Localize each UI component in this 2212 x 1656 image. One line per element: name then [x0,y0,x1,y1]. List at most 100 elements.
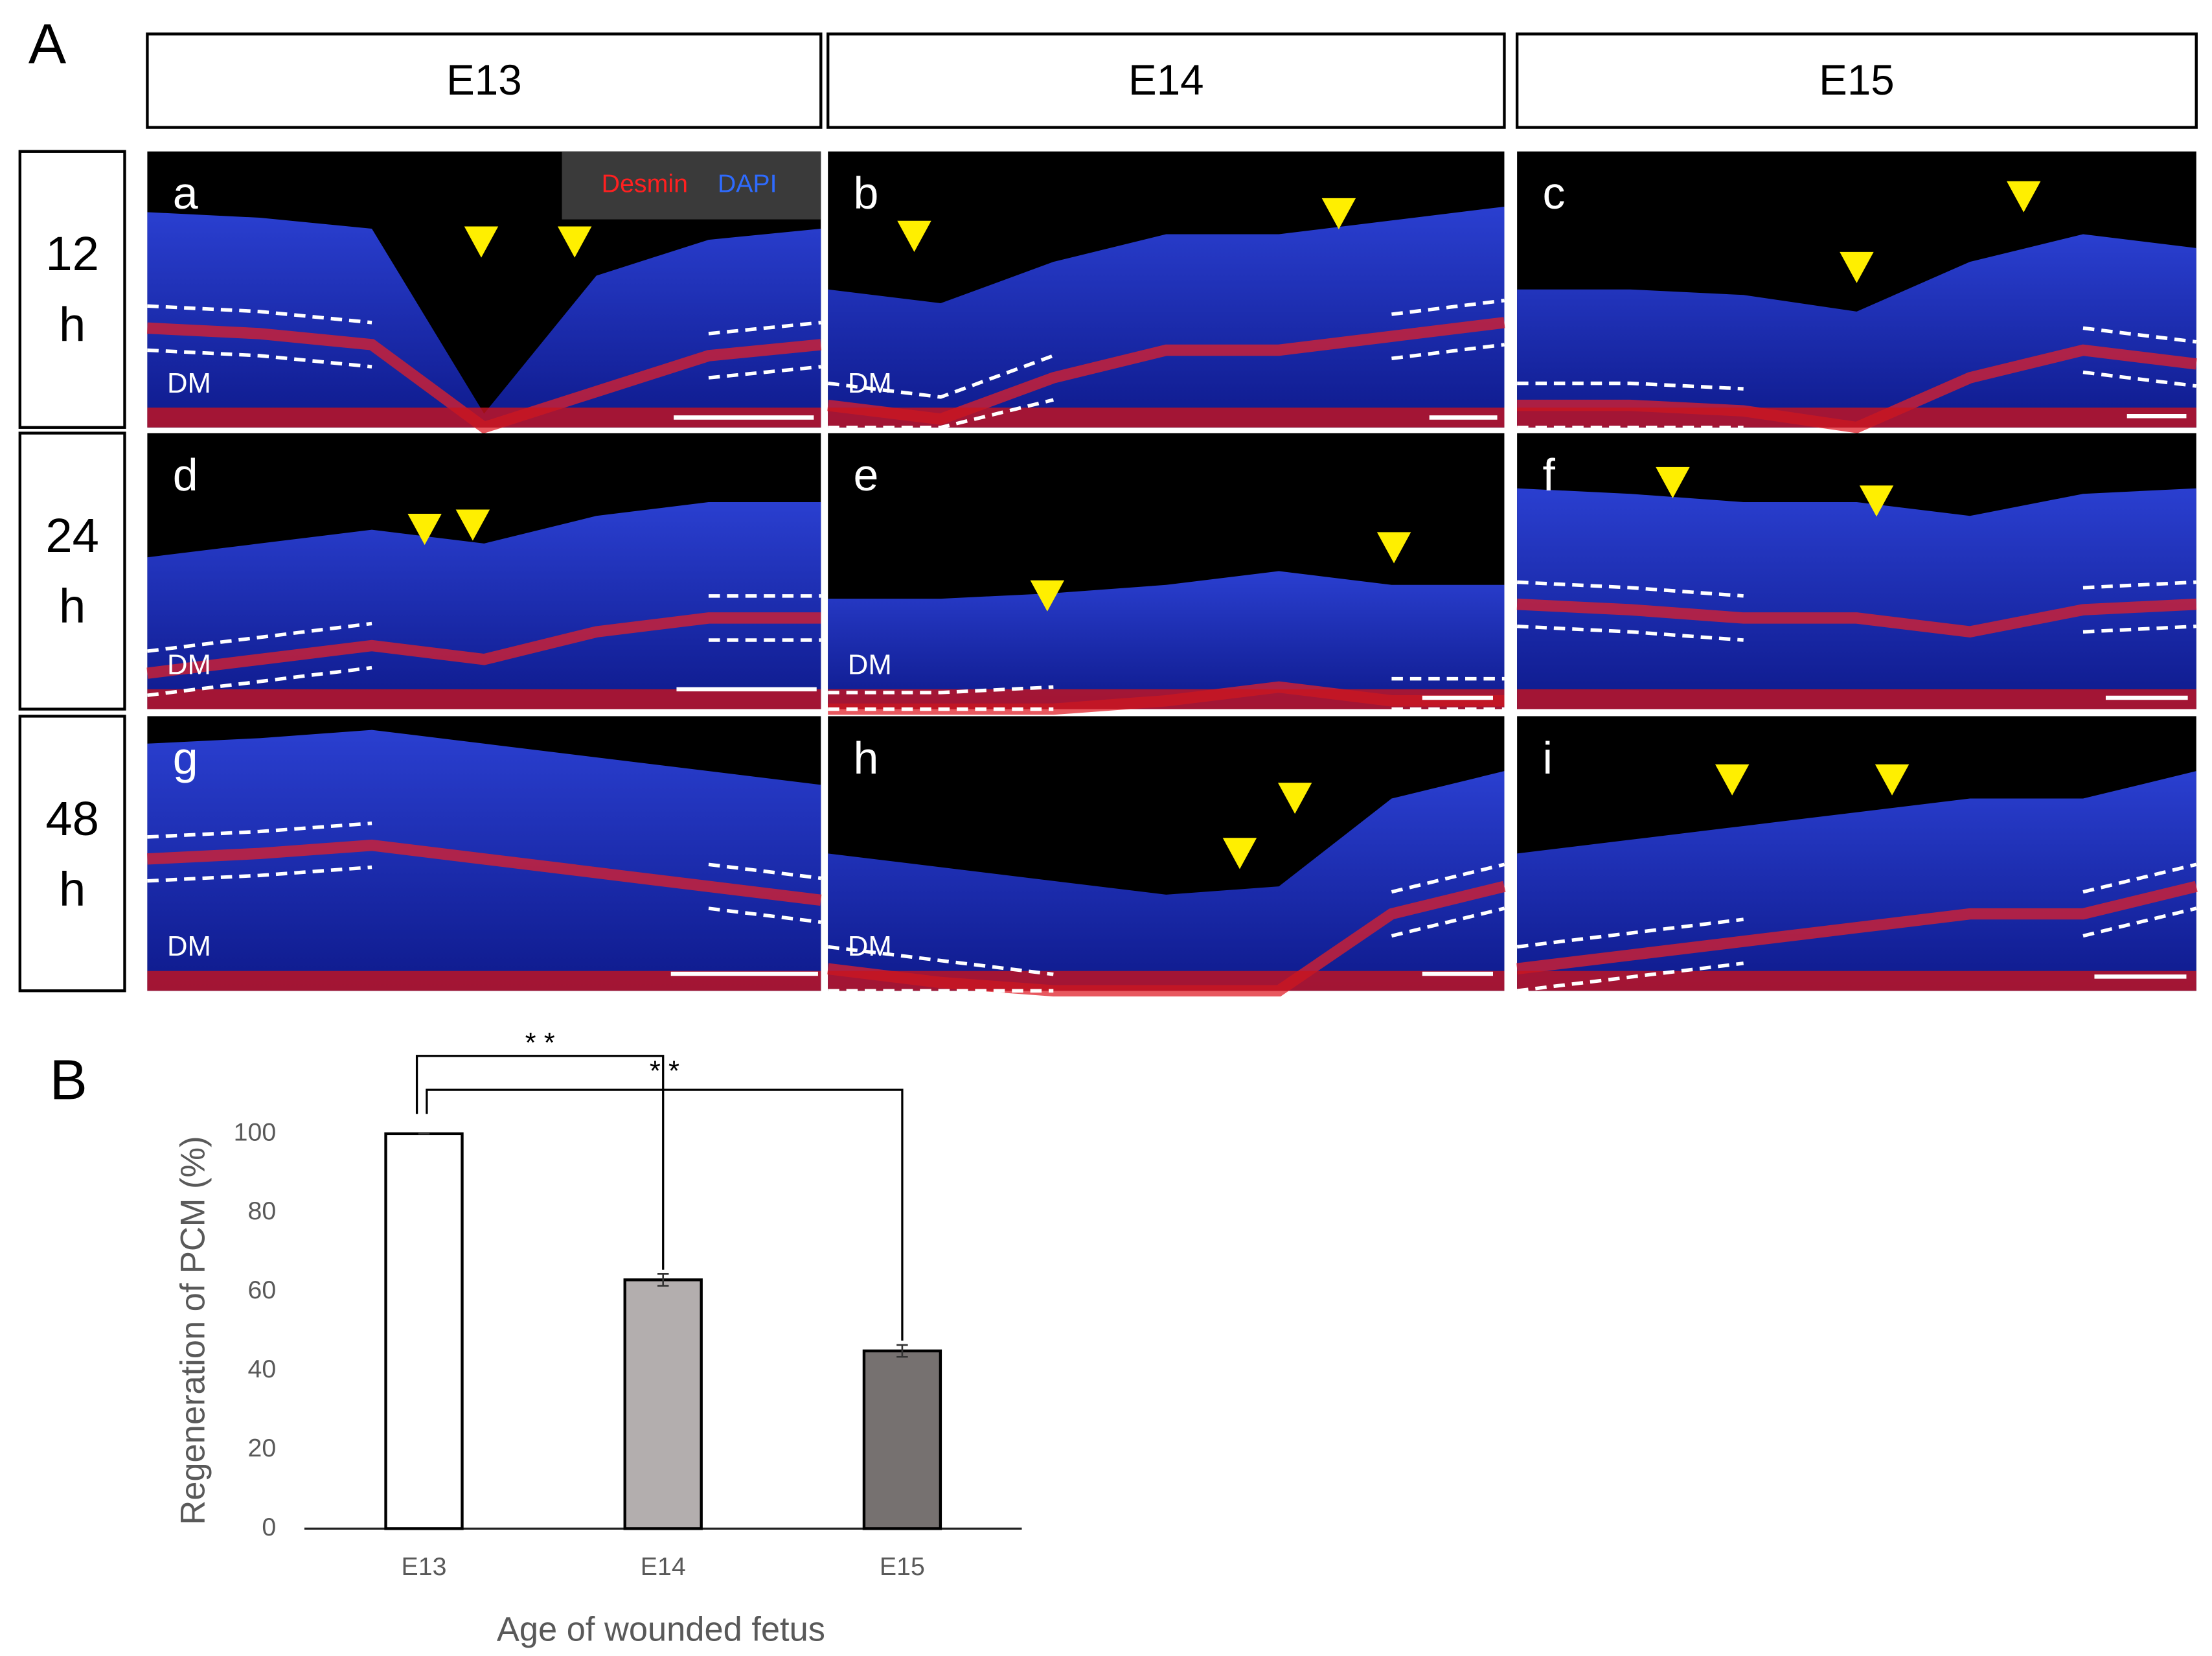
dashed-outline [2082,326,2197,344]
region-label: DM [848,930,892,962]
desmin-base [147,689,821,709]
tissue [828,771,1505,991]
row-header-box [18,150,126,429]
y-tick-label: 40 [247,1355,276,1383]
desmin-base [1517,689,2196,709]
arrowhead [1859,485,1894,517]
x-axis-label: Age of wounded fetus [497,1611,825,1649]
region-label: DM [167,649,211,681]
row-header-box [18,715,126,993]
column-header: E15 [1819,56,1895,104]
y-tick-label: 80 [247,1197,276,1225]
row-header-unit: h [59,579,86,633]
legend-entry: DAPI [718,170,777,198]
desmin-band [1516,880,2198,975]
arrowhead [1277,783,1312,814]
error-bar [896,1344,908,1358]
arrowhead [1376,532,1411,564]
arrowhead [1875,764,1910,796]
legend-box [562,151,821,220]
column-header: E13 [446,56,522,104]
dashed-outline [708,862,821,880]
panel-letter: i [1542,733,1553,783]
dashed-outline [147,304,372,325]
dashed-outline [1516,580,1744,598]
column-header-box [1515,32,2198,129]
dashed-outline [2082,862,2197,894]
dashed-outline [1516,624,1744,642]
desmin-base [828,408,1505,428]
dashed-outline [708,321,821,336]
dashed-outline [1391,299,1505,316]
dashed-outline [1391,343,1505,360]
dashed-outline [708,365,821,380]
dashed-outline [1391,906,1505,938]
arrowhead [1715,764,1750,796]
row-header-unit: h [59,297,86,351]
region-label: DM [848,649,892,681]
dashed-outline [828,685,1054,695]
y-axis-label: Regeneration of PCM (%) [175,1136,212,1524]
arrowhead [1656,466,1690,498]
dashed-outline [147,665,372,697]
panel-letter: e [854,450,879,500]
arrowhead [1840,251,1874,283]
arrowhead [557,226,592,258]
arrowhead [1321,198,1356,229]
panel-letter: f [1542,450,1555,500]
column-header-box [827,32,1506,129]
tissue [828,571,1505,709]
desmin-base [1517,408,2196,428]
arrowhead [455,509,490,541]
legend-entry: Desmin [602,170,688,198]
y-tick-label: 100 [234,1118,277,1146]
dashed-outline [147,348,372,369]
region-label: DM [848,367,892,399]
dashed-outline [147,865,372,883]
panel-letter: a [173,168,198,218]
dashed-outline [827,354,1055,399]
desmin-base [828,971,1505,991]
error-bar [657,1272,669,1287]
dashed-outline [147,621,372,653]
x-tick-label: E15 [880,1552,925,1581]
dashed-outline [1517,381,1744,391]
column-header-box [146,32,823,129]
dashed-outline [2082,580,2196,590]
desmin-band [146,612,821,679]
dashed-outline [147,821,372,839]
panel-label: A [29,12,67,75]
y-tick-label: 0 [262,1513,276,1541]
arrowhead [1030,580,1065,612]
x-tick-label: E14 [641,1552,686,1581]
row-header-time: 12 [45,227,99,281]
region-label: DM [167,930,211,962]
significance-bracket [426,1088,904,1341]
arrowhead [897,220,931,252]
desmin-band [1516,598,2197,638]
dashed-outline [2082,624,2196,634]
dashed-outline [828,398,1054,430]
bar [862,1349,942,1530]
column-header: E14 [1128,56,1204,104]
tissue [1517,771,2196,991]
region-label: DM [167,367,211,399]
arrowhead [407,514,442,546]
tissue [1517,488,2196,709]
significance-label: * * [525,1027,555,1059]
panel-letter: b [854,168,879,218]
bar [623,1278,703,1530]
panel-letter: c [1542,168,1565,218]
dashed-outline [1516,961,1744,993]
arrowhead [464,226,499,258]
arrowhead [2007,181,2041,213]
row-header-time: 24 [45,509,99,562]
y-tick-label: 20 [247,1434,276,1462]
x-tick-label: E13 [402,1552,447,1581]
panel-letter: g [173,733,198,783]
dashed-outline [1391,862,1505,894]
dashed-outline [2082,370,2197,388]
desmin-base [1517,971,2196,991]
